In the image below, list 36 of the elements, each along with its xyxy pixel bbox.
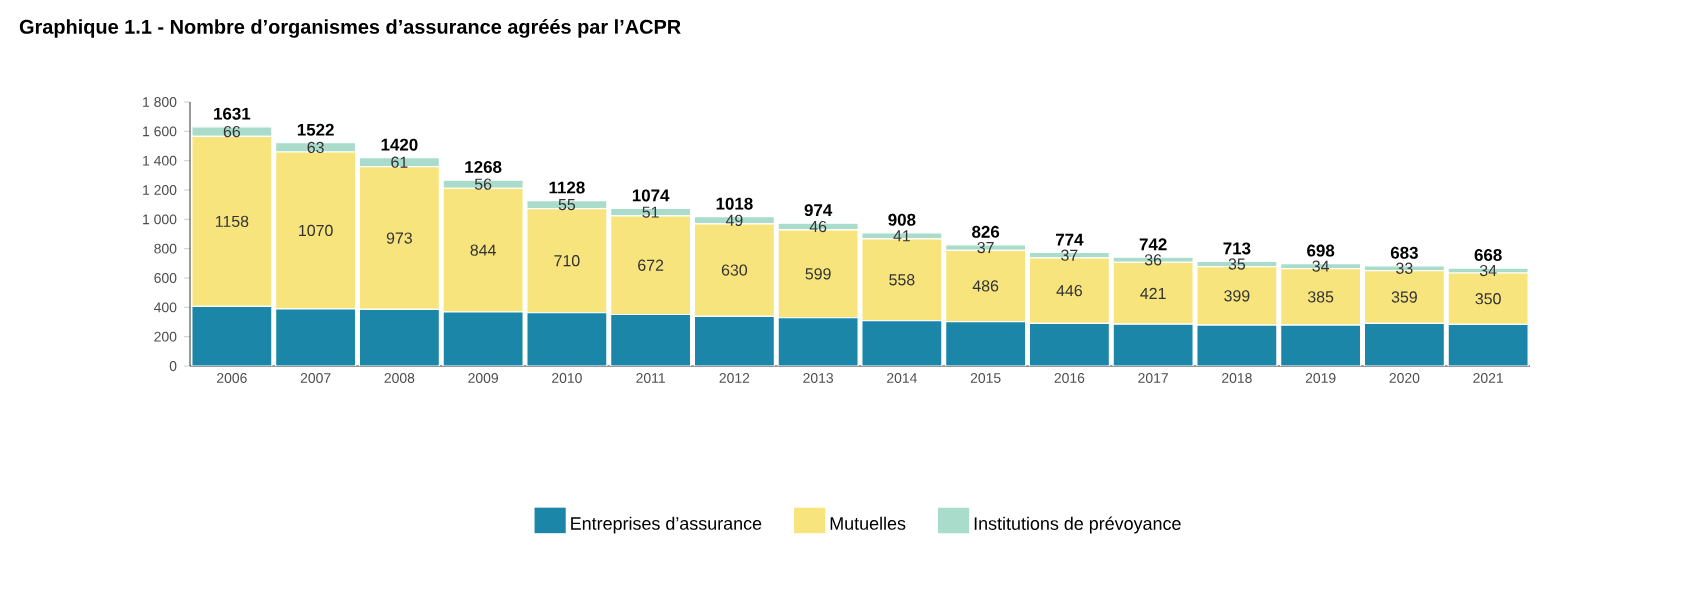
bar	[693, 315, 775, 366]
bar	[442, 311, 524, 366]
bar	[1363, 322, 1445, 366]
legend-label: Mutuelles	[830, 516, 906, 530]
total-label: 1074	[632, 189, 670, 202]
bar	[526, 312, 608, 366]
total-label: 683	[1390, 246, 1418, 259]
total-label: 974	[804, 204, 833, 217]
bar	[1028, 322, 1110, 366]
bar	[1447, 323, 1529, 366]
bar	[1280, 324, 1362, 366]
bar	[1112, 323, 1194, 366]
bar	[358, 308, 440, 366]
bar	[191, 305, 273, 366]
total-label: 713	[1223, 242, 1251, 255]
total-label: 1420	[381, 138, 418, 151]
bar	[945, 320, 1027, 366]
total-label: 1018	[716, 197, 753, 210]
total-label: 742	[1139, 238, 1167, 251]
bar	[610, 313, 692, 366]
total-label: 698	[1307, 244, 1335, 257]
bar	[275, 308, 357, 366]
total-label: 668	[1474, 249, 1502, 261]
total-label: 1128	[549, 181, 585, 194]
total-label: 1268	[465, 161, 502, 173]
bar	[777, 317, 859, 366]
total-label: 826	[972, 225, 1000, 238]
bar	[861, 320, 943, 366]
legend-label: Institutions de prévoyance	[974, 516, 1181, 534]
bar	[1196, 324, 1278, 366]
total-label: 1522	[297, 123, 334, 136]
total-label: 908	[888, 213, 916, 226]
chart-title: Graphique 1.1 - Nombre d’organismes d’assurance agréés par l’ACPR	[19, 19, 681, 38]
total-label: 774	[1055, 233, 1084, 246]
total-label: 1631	[214, 107, 251, 120]
legend-label: Entreprises d’assurance	[571, 516, 762, 534]
